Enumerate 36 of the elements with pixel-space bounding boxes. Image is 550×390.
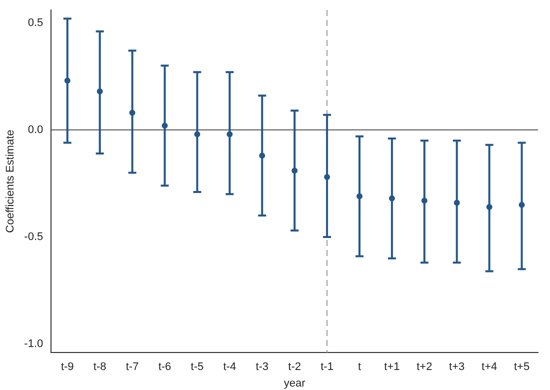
y-tick-label: -0.5 (24, 231, 44, 244)
point (388, 195, 395, 202)
x-tick-label: t+1 (384, 361, 400, 374)
point (259, 152, 266, 159)
x-tick-label: t-5 (190, 361, 204, 374)
point (64, 78, 70, 84)
x-tick-label: t-2 (288, 361, 301, 374)
x-tick-label: t (358, 361, 362, 374)
point (129, 110, 136, 116)
point (292, 168, 298, 174)
y-tick-label: 0.5 (28, 16, 44, 29)
point (421, 198, 428, 204)
y-tick-label: -1.0 (24, 338, 44, 350)
point (454, 200, 460, 206)
point (226, 131, 233, 138)
point (96, 88, 103, 94)
point (518, 202, 525, 208)
x-tick-label: t+3 (449, 361, 465, 374)
y-tick-label: 0.0 (28, 124, 44, 136)
point (162, 122, 168, 129)
point (356, 193, 362, 200)
x-tick-label: t-9 (60, 361, 74, 374)
x-tick-label: t-3 (256, 361, 269, 374)
point (324, 174, 330, 180)
x-tick-label: t-7 (126, 361, 139, 374)
x-tick-label: t-8 (93, 361, 106, 374)
point (194, 131, 200, 138)
x-axis-title: year (284, 377, 306, 390)
x-tick-label: t-1 (320, 361, 334, 374)
y-axis-title: Coefficients Estimate (4, 130, 17, 233)
x-tick-label: t-6 (158, 361, 172, 374)
x-tick-label: t+4 (482, 361, 498, 374)
point (486, 204, 492, 210)
x-tick-label: t+2 (416, 361, 432, 374)
x-tick-label: t-4 (223, 361, 236, 374)
x-tick-label: t+5 (514, 361, 530, 374)
